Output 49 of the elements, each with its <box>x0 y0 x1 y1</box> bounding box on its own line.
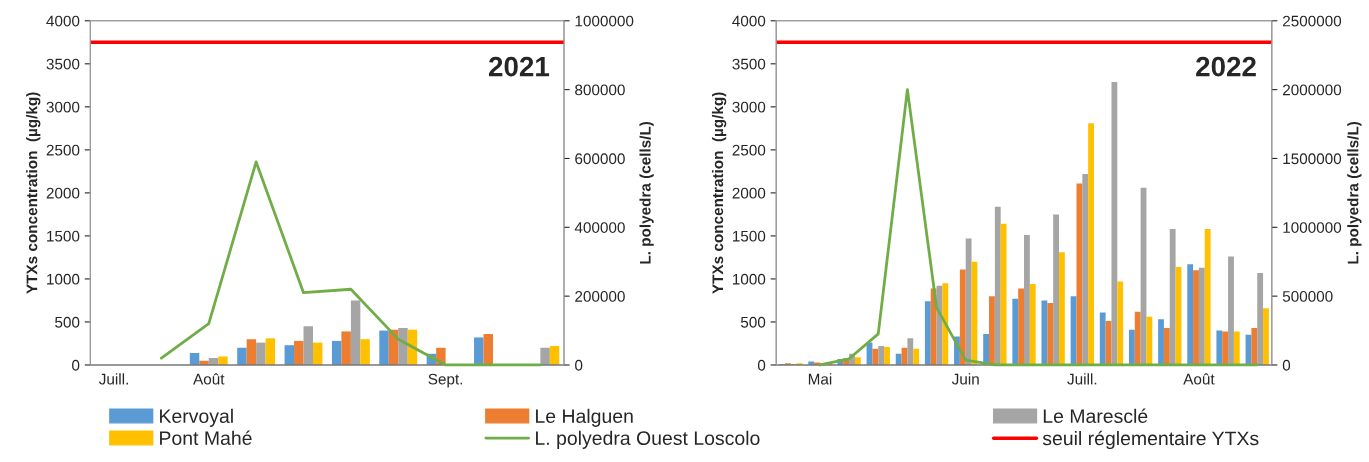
legend-label: Kervoyal <box>160 408 233 427</box>
y2-axis-title: L. polyedra (cells/L) <box>1347 121 1362 264</box>
y-tick-label: 1500 <box>732 230 766 242</box>
y2-tick-label: 2500000 <box>1282 15 1342 27</box>
y2-tick-label: 400000 <box>574 222 625 233</box>
x-tick-label: Mai <box>808 373 832 385</box>
y-tick-label: 0 <box>72 359 80 371</box>
annotation: 2022 <box>1196 56 1256 77</box>
y2-tick-label: 2000000 <box>1282 84 1342 96</box>
x-tick-label: Août <box>1183 373 1215 385</box>
y2-tick-label: 500000 <box>1282 291 1333 302</box>
legend-label: Le Maresclé <box>1043 408 1148 424</box>
y-tick-label: 3500 <box>46 58 80 70</box>
y-tick-label: 4000 <box>732 15 766 27</box>
y-tick-label: 1000 <box>732 273 766 285</box>
y2-tick-label: 1000000 <box>575 15 634 27</box>
x-tick-label: Juin <box>951 373 979 385</box>
y-tick-label: 1500 <box>47 230 80 242</box>
y2-tick-label: 800000 <box>575 84 625 96</box>
x-tick-label: Juill. <box>1067 373 1097 385</box>
y-tick-label: 2500 <box>732 144 766 156</box>
y2-tick-label: 1000000 <box>1283 222 1342 233</box>
y-tick-label: 1000 <box>47 273 80 285</box>
annotation: 2021 <box>488 56 550 77</box>
y-tick-label: 0 <box>757 359 766 371</box>
y-tick-label: 4000 <box>46 15 80 27</box>
x-tick-label: Août <box>193 373 225 385</box>
y-tick-label: 500 <box>740 316 766 328</box>
legend-label: Pont Mahé <box>160 430 252 446</box>
y2-tick-label: 600000 <box>575 153 625 165</box>
legend-label: Le Halguen <box>536 408 633 427</box>
y2-axis-title: L. polyedra (cells/L) <box>639 121 654 264</box>
y-tick-label: 3000 <box>732 101 766 113</box>
y-tick-label: 500 <box>55 316 80 328</box>
x-tick-label: Sept. <box>428 373 463 388</box>
y-tick-label: 2000 <box>46 187 80 199</box>
y2-tick-label: 200000 <box>575 291 625 302</box>
y-axis-title: YTXs concentration (µg/kg) <box>26 92 41 294</box>
y2-tick-label: 1500000 <box>1283 153 1342 165</box>
x-tick-label: Juill. <box>99 373 128 385</box>
y-tick-label: 3500 <box>732 58 766 70</box>
legend-label: L. polyedra Ouest Loscolo <box>536 430 760 449</box>
y2-tick-label: 0 <box>575 359 583 371</box>
y-axis-title: YTXs concentration (µg/kg) <box>711 92 727 294</box>
y-tick-label: 2000 <box>732 187 766 199</box>
y2-tick-label: 0 <box>1282 359 1291 371</box>
y-tick-label: 3000 <box>46 101 80 113</box>
y-tick-label: 2500 <box>46 144 80 156</box>
legend-label: seuil réglementaire YTXs <box>1042 430 1259 450</box>
